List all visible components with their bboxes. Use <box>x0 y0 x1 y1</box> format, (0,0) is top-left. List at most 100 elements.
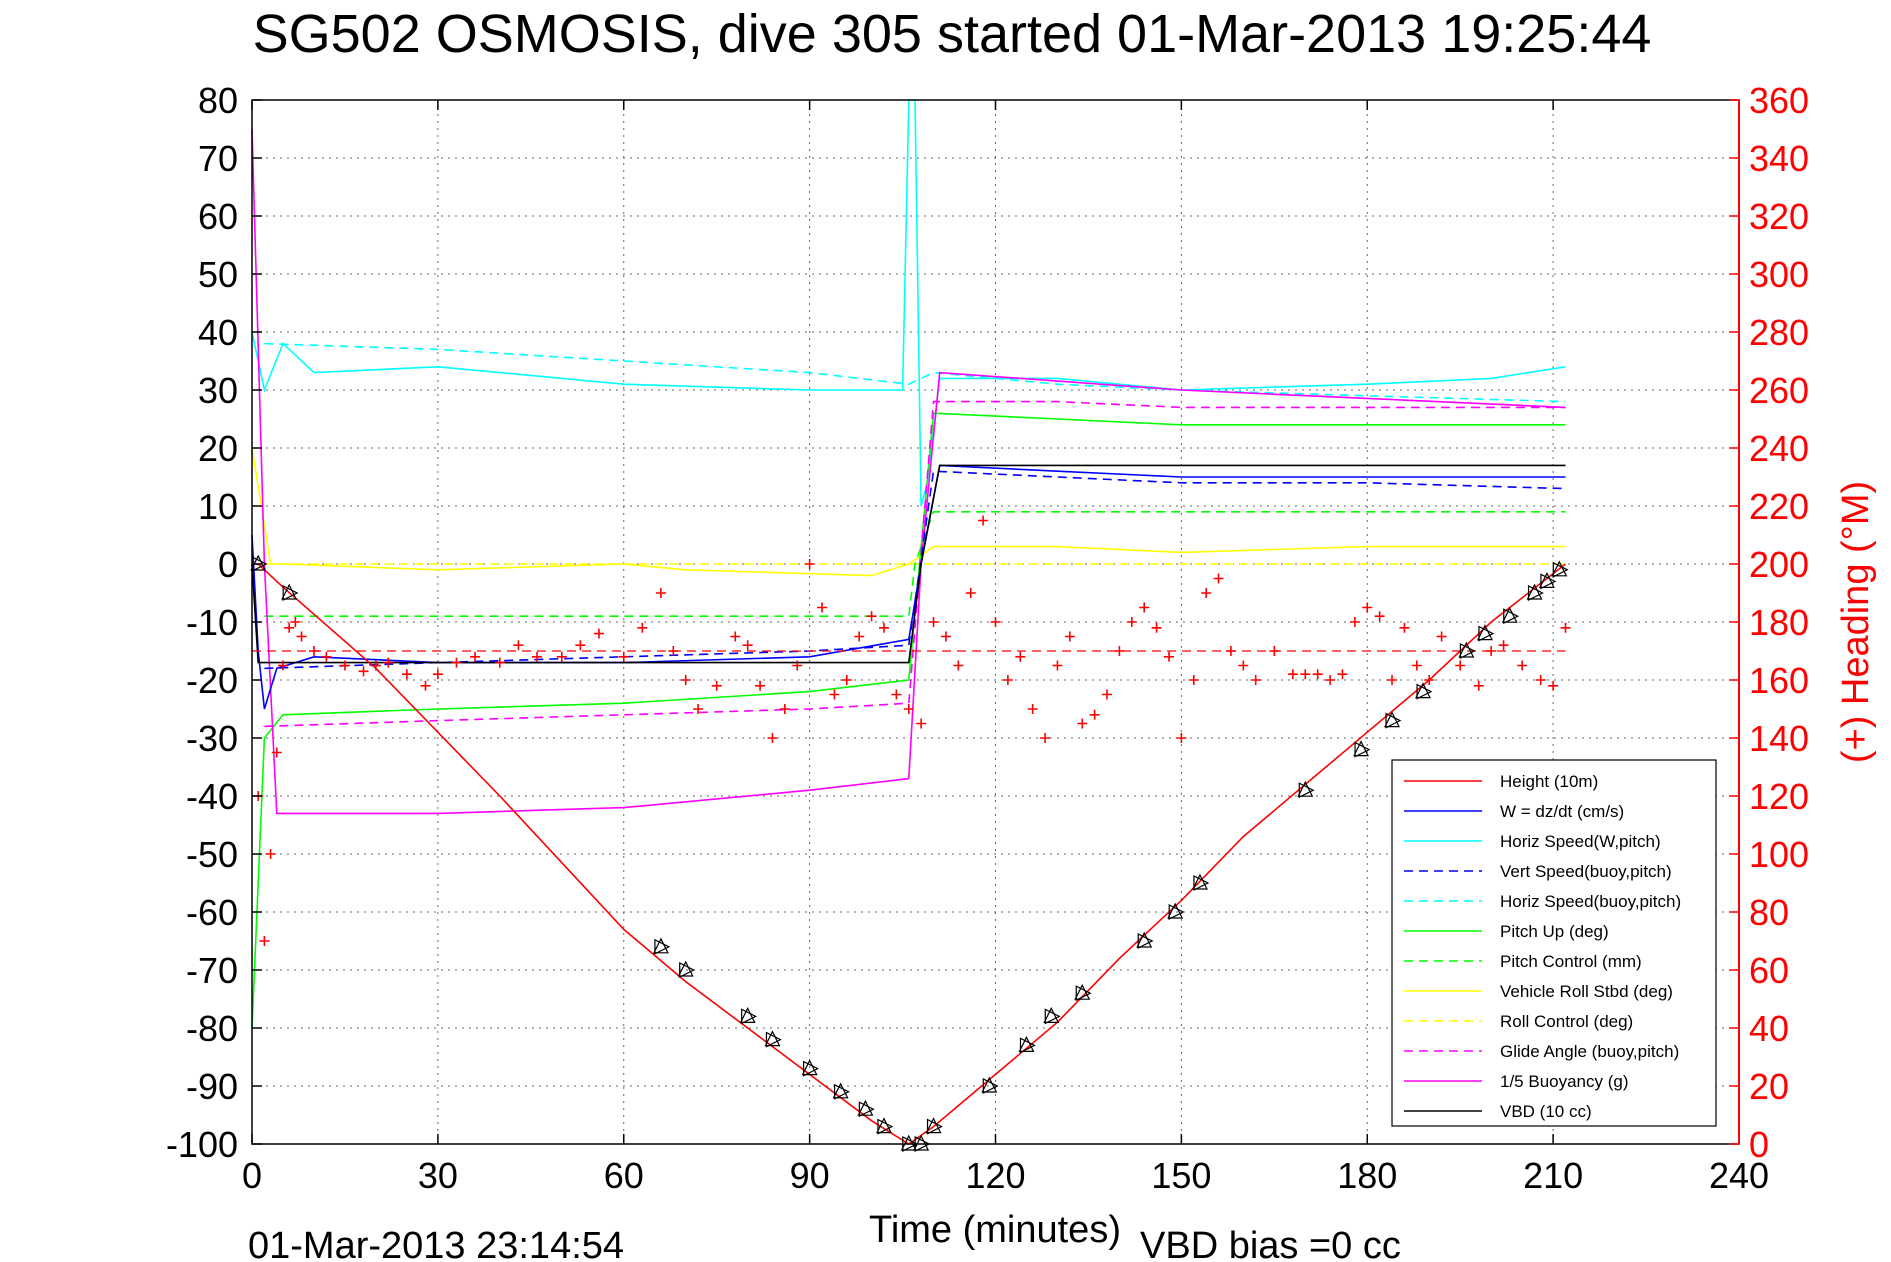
heading-point <box>1064 631 1075 642</box>
heading-point <box>284 622 295 633</box>
triangle-marker <box>925 1117 942 1134</box>
triangle-marker <box>679 962 696 978</box>
heading-point <box>290 617 301 627</box>
y2-tick-label: 0 <box>1749 1124 1769 1165</box>
triangle-marker <box>765 1031 782 1048</box>
y2-tick-label: 240 <box>1749 428 1809 469</box>
heading-point <box>1238 660 1249 671</box>
triangle-marker <box>1298 782 1315 799</box>
heading-point <box>878 622 889 633</box>
x-tick-label: 120 <box>965 1155 1025 1196</box>
triangle-marker <box>1193 875 1210 891</box>
heading-point <box>940 631 951 642</box>
y-tick-label: 0 <box>218 544 238 585</box>
heading-point <box>593 628 604 639</box>
y2-tick-label: 40 <box>1749 1008 1789 1049</box>
heading-point <box>978 515 989 526</box>
triangle-marker <box>1018 1036 1035 1053</box>
heading-point <box>779 704 790 714</box>
y2-tick-label: 100 <box>1749 834 1809 875</box>
heading-point <box>1300 669 1311 680</box>
legend-label-pitchc: Pitch Control (mm) <box>1500 952 1642 971</box>
heading-point <box>1052 660 1063 671</box>
heading-point <box>432 669 443 680</box>
heading-point <box>1201 588 1212 598</box>
heading-point <box>401 669 412 680</box>
triangle-marker <box>1527 585 1544 601</box>
heading-point <box>1498 640 1509 651</box>
heading-point <box>339 660 350 671</box>
triangle-marker <box>1167 902 1184 919</box>
x-tick-label: 240 <box>1709 1155 1769 1196</box>
heading-point <box>755 680 766 691</box>
y-tick-label: 20 <box>198 428 238 469</box>
heading-point <box>1287 669 1298 680</box>
heading-point <box>1424 675 1435 685</box>
legend-label-height: Height (10m) <box>1500 772 1598 791</box>
y-tick-label: -70 <box>186 950 238 991</box>
legend-label-horiz: Horiz Speed(W,pitch) <box>1500 832 1661 851</box>
triangle-marker <box>1459 643 1476 659</box>
y2-tick-label: 20 <box>1749 1066 1789 1107</box>
x-tick-label: 0 <box>242 1155 262 1196</box>
y2-tick-label: 300 <box>1749 254 1809 295</box>
heading-point <box>866 611 877 622</box>
heading-point <box>1040 733 1051 743</box>
heading-point <box>655 588 666 598</box>
x-axis-label: Time (minutes) <box>869 1209 1121 1251</box>
heading-point <box>730 631 741 642</box>
triangle-marker <box>1074 983 1091 1000</box>
triangle-marker <box>281 583 298 600</box>
triangle-marker <box>1136 931 1153 948</box>
triangle-marker <box>900 1134 917 1151</box>
heading-point <box>804 559 815 569</box>
y2-tick-label: 340 <box>1749 138 1809 179</box>
y-tick-label: -100 <box>166 1124 238 1165</box>
y2-tick-label: 140 <box>1749 718 1809 759</box>
heading-point <box>451 657 462 668</box>
y-tick-label: -40 <box>186 776 238 817</box>
triangle-marker <box>1353 740 1370 757</box>
y-tick-label: 80 <box>198 80 238 121</box>
series-line-pitchc <box>264 510 1566 618</box>
heading-point <box>1548 680 1559 691</box>
heading-point <box>1002 675 1013 685</box>
heading-point <box>1163 651 1174 662</box>
triangle-marker <box>981 1076 998 1093</box>
heading-point <box>829 689 840 700</box>
heading-point <box>1151 622 1162 633</box>
heading-point <box>965 588 976 598</box>
heading-point <box>903 704 914 714</box>
heading-point <box>271 747 282 758</box>
heading-point <box>1374 611 1385 622</box>
triangle-marker <box>926 1118 943 1135</box>
heading-point <box>265 849 276 859</box>
heading-point <box>1411 660 1422 671</box>
y2-tick-label: 200 <box>1749 544 1809 585</box>
x-tick-label: 30 <box>418 1155 458 1196</box>
triangle-marker <box>741 1008 758 1025</box>
y-tick-label: -60 <box>186 892 238 933</box>
heading-point <box>1250 675 1261 685</box>
triangle-marker <box>982 1078 999 1094</box>
heading-point <box>296 631 307 642</box>
y2-tick-label: 320 <box>1749 196 1809 237</box>
y2-tick-label: 120 <box>1749 776 1809 817</box>
triangle-marker <box>803 1060 819 1077</box>
heading-point <box>680 675 691 685</box>
heading-point <box>1473 680 1484 691</box>
x-tick-label: 90 <box>790 1155 830 1196</box>
y2-tick-label: 180 <box>1749 602 1809 643</box>
legend-label-vbd: VBD (10 cc) <box>1500 1102 1592 1121</box>
triangle-marker <box>677 960 694 977</box>
heading-point <box>711 680 722 691</box>
triangle-marker <box>652 937 669 954</box>
heading-point <box>1337 669 1348 680</box>
triangle-marker <box>764 1030 781 1047</box>
y2-tick-label: 220 <box>1749 486 1809 527</box>
heading-point <box>259 936 270 946</box>
series-line-buoy <box>251 128 1566 815</box>
heading-point <box>1312 669 1323 680</box>
heading-point <box>1436 631 1447 642</box>
